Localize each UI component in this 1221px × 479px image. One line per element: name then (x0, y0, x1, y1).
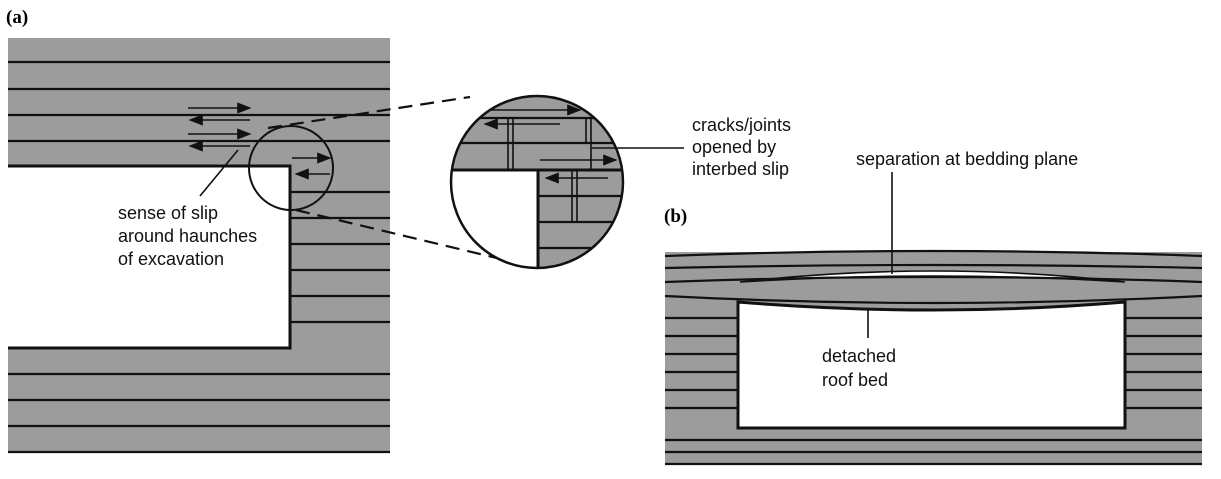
roof-label-line1: detached (822, 346, 896, 366)
slip-label-line3: of excavation (118, 249, 224, 269)
panel-b-left-wall-beds (665, 316, 738, 410)
cracks-label-line2: opened by (692, 137, 776, 157)
magnifier-connector-bottom (295, 208, 506, 262)
magnifier-connector-top (267, 95, 471, 130)
magnified-circle-outline (449, 94, 625, 270)
cracks-label-line3: interbed slip (692, 159, 789, 179)
panel-a-bedding-planes (8, 60, 390, 454)
panel-a-label: (a) (6, 7, 28, 28)
panel-a-rock-sidewall (290, 166, 390, 348)
panel-a-slip-leader (199, 149, 239, 197)
slip-label-line2: around haunches (118, 226, 257, 246)
panel-b-label: (b) (664, 206, 687, 227)
magnified-detail (451, 96, 623, 268)
panel-a-slip-arrows (188, 102, 332, 180)
panel-b-excavation (736, 300, 1127, 430)
panel-a-detail-circle (248, 125, 334, 211)
panel-a-excavation-boundary (8, 164, 292, 350)
panel-a-rock-upper (8, 38, 390, 166)
roof-label-line2: roof bed (822, 370, 888, 390)
panel-b-rock-mass (664, 249, 1203, 466)
slip-label-line1: sense of slip (118, 203, 218, 223)
panel-b-floor-beds (665, 438, 1202, 466)
cracks-label-line1: cracks/joints (692, 115, 791, 135)
panel-a-rock-mass (8, 38, 390, 454)
panel-b-right-wall-beds (1125, 316, 1202, 410)
separation-label: separation at bedding plane (856, 149, 1078, 169)
